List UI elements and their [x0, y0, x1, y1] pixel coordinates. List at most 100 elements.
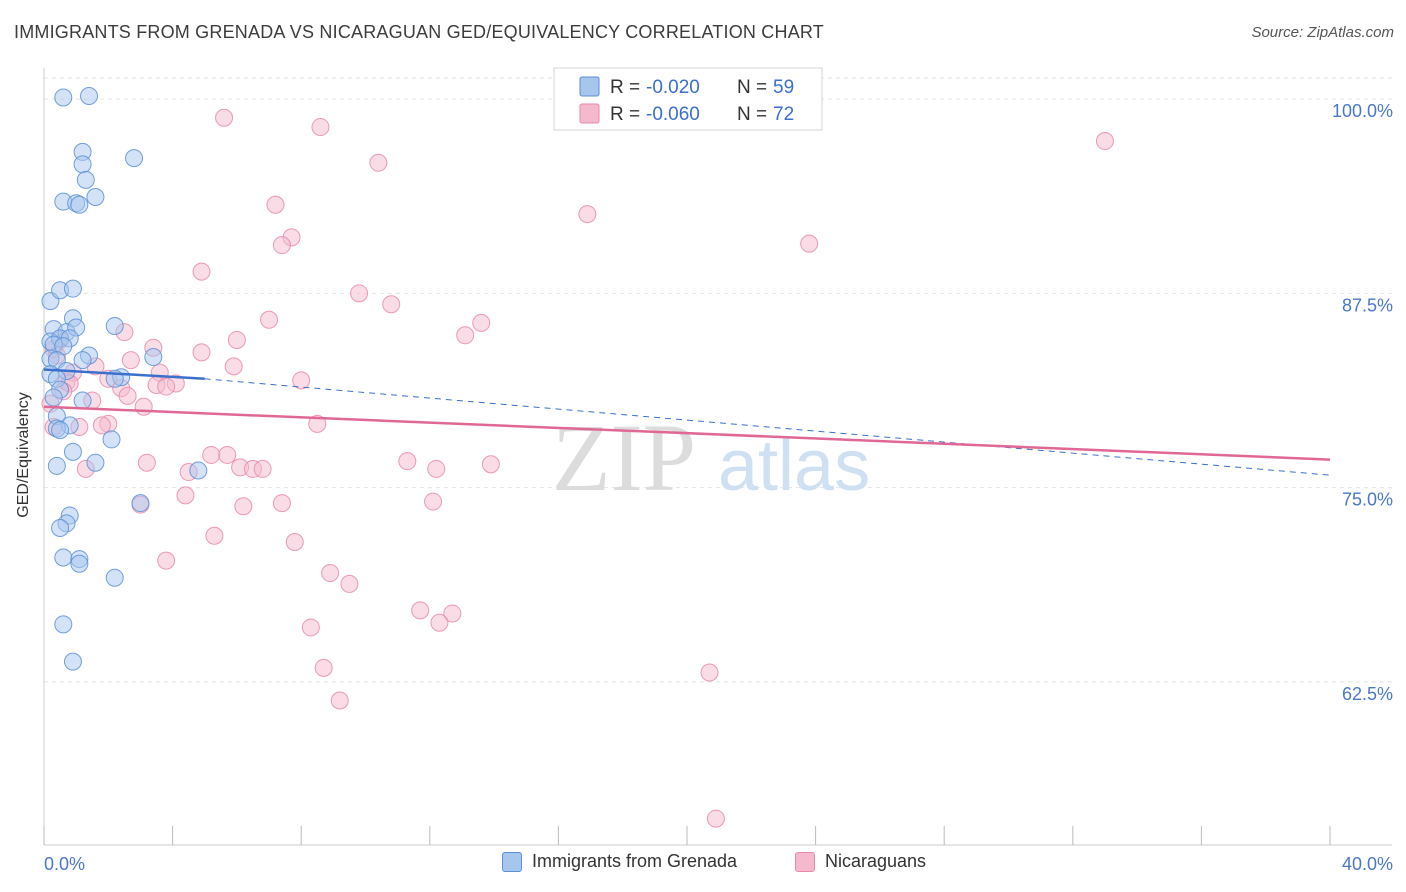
nicaraguan-point: [192, 343, 211, 362]
nicaraguan-point: [382, 295, 401, 314]
nicaraguan-point: [800, 234, 819, 253]
source-attribution: Source: ZipAtlas.com: [1251, 24, 1394, 41]
legend-swatch-pink: [795, 851, 815, 872]
nicaraguan-point: [157, 551, 176, 570]
legend-item-nicaraguans: Nicaraguans: [795, 851, 926, 872]
grenada-point: [131, 494, 150, 513]
grenada-point: [86, 453, 105, 472]
nicaraguan-point: [398, 452, 417, 471]
legend-label-nicaraguans: Nicaraguans: [825, 851, 927, 871]
x-tick-label-min: 0.0%: [44, 854, 85, 874]
grenada-trend-line: [43, 368, 205, 381]
grenada-point: [73, 155, 92, 174]
nicaraguan-point: [134, 397, 153, 416]
y-tick-label: 62.5%: [1342, 684, 1393, 704]
nicaraguan-point: [472, 313, 491, 332]
grenada-point: [144, 348, 163, 367]
nicaraguan-point: [292, 371, 311, 390]
nicaraguan-point: [330, 691, 349, 710]
legend-item-grenada: Immigrants from Grenada: [502, 851, 737, 872]
nicaraguan-point: [205, 526, 224, 545]
grenada-point: [73, 391, 92, 410]
chart-title: IMMIGRANTS FROM GRENADA VS NICARAGUAN GE…: [14, 22, 824, 42]
grenada-point: [54, 548, 73, 567]
nicaraguan-point: [266, 195, 285, 214]
watermark-zip: ZIP: [552, 404, 696, 511]
nicaraguan-point: [285, 532, 304, 551]
nicaraguan-trend-line: [43, 405, 1331, 461]
nicaraguan-point: [321, 564, 340, 583]
stats-n-value-pink: 72: [773, 104, 794, 125]
nicaraguan-point: [272, 494, 291, 513]
nicaraguan-point: [350, 284, 369, 303]
nicaraguan-point: [234, 497, 253, 516]
nicaraguan-point: [260, 310, 279, 329]
nicaraguan-point: [137, 453, 156, 472]
nicaraguan-point: [157, 377, 176, 396]
nicaraguan-point: [1095, 132, 1114, 151]
nicaraguan-point: [272, 236, 291, 255]
grenada-point: [105, 316, 124, 335]
nicaraguan-point: [427, 459, 446, 478]
y-tick-label: 75.0%: [1342, 490, 1393, 510]
nicaraguan-point: [456, 326, 475, 345]
axes: 62.5% 75.0% 87.5% 100.0% 0.0% 40.0%: [43, 68, 1393, 874]
y-tick-label: 87.5%: [1342, 295, 1393, 315]
nicaraguan-point: [430, 613, 449, 632]
grenada-point: [54, 615, 73, 634]
grenada-point: [44, 388, 63, 407]
stats-n-label-pink: N =: [737, 104, 767, 125]
grenada-point: [125, 149, 144, 168]
stats-r-label-pink: R =: [610, 104, 640, 125]
y-tick-label: 100.0%: [1332, 101, 1393, 121]
nicaraguan-point: [227, 330, 246, 349]
data-points: [41, 86, 1114, 828]
nicaraguan-point: [340, 574, 359, 593]
grid-lines: [44, 77, 1392, 683]
nicaraguan-point: [92, 416, 111, 435]
nicaraguan-point: [176, 486, 195, 505]
grenada-point: [70, 195, 89, 214]
legend-label-grenada: Immigrants from Grenada: [532, 851, 738, 871]
watermark: ZIP atlas: [552, 404, 870, 511]
nicaraguan-point: [192, 262, 211, 281]
grenada-point: [105, 568, 124, 587]
stats-swatch-pink: [579, 103, 600, 124]
nicaraguan-point: [218, 445, 237, 464]
stats-n-label-blue: N =: [737, 77, 767, 98]
grenada-point: [189, 461, 208, 480]
grenada-point: [47, 456, 66, 475]
grenada-point: [63, 652, 82, 671]
nicaraguan-point: [443, 604, 462, 623]
stats-r-value-blue: -0.020: [646, 77, 700, 98]
nicaraguan-point: [253, 459, 272, 478]
grenada-trend-dashed: [204, 378, 1331, 476]
grenada-point: [63, 279, 82, 298]
grenada-point: [70, 554, 89, 573]
legend-swatch-blue: [502, 851, 522, 872]
nicaraguan-point: [424, 492, 443, 511]
stats-n-value-blue: 59: [773, 77, 794, 98]
nicaraguan-point: [314, 658, 333, 677]
grenada-point: [76, 170, 95, 189]
trend-lines: [43, 368, 1331, 476]
nicaraguan-point: [301, 618, 320, 637]
stats-swatch-blue: [579, 76, 600, 97]
grenada-point: [80, 86, 99, 105]
grenada-point: [54, 88, 73, 107]
nicaraguan-point: [308, 414, 327, 433]
nicaraguan-point: [369, 153, 388, 172]
nicaraguan-point: [578, 205, 597, 224]
nicaraguan-point: [202, 445, 221, 464]
nicaraguan-point: [118, 386, 137, 405]
y-axis-label: GED/Equivalency: [15, 392, 32, 517]
grenada-point: [73, 351, 92, 370]
nicaraguan-point: [121, 351, 140, 370]
nicaraguan-point: [224, 357, 243, 376]
stats-r-label-blue: R =: [610, 77, 640, 98]
x-tick-label-max: 40.0%: [1342, 854, 1393, 874]
grenada-point: [51, 421, 70, 440]
grenada-point: [102, 430, 121, 449]
grenada-point: [86, 187, 105, 206]
